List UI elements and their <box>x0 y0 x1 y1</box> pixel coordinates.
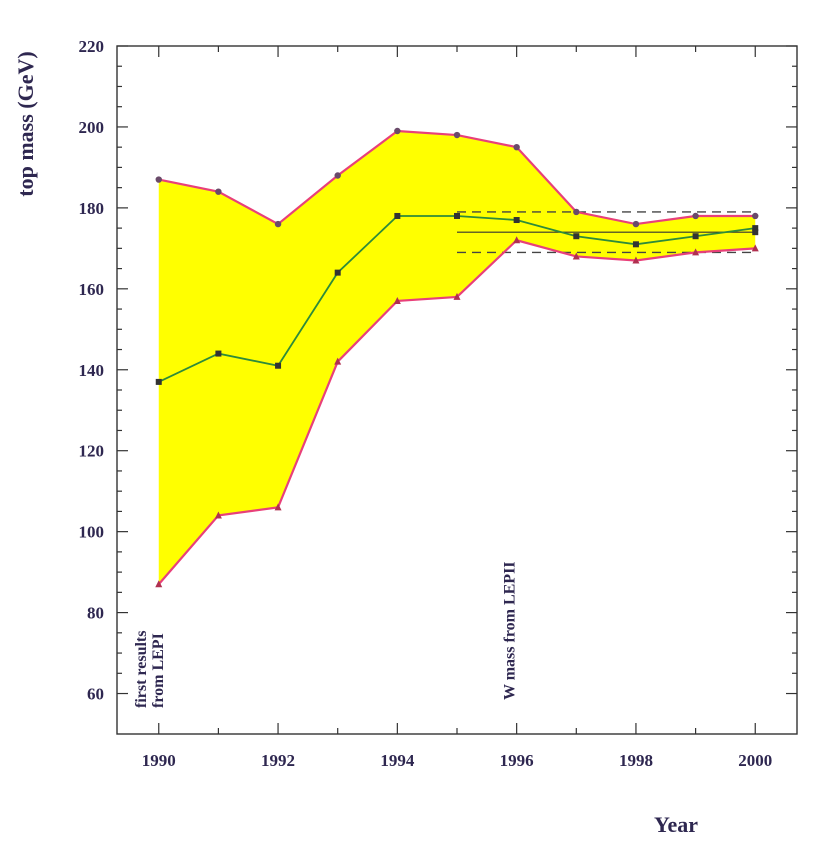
y-tick-label: 160 <box>79 280 105 299</box>
tick-layer <box>117 45 797 734</box>
central-point <box>275 362 282 369</box>
upper-point <box>752 212 759 220</box>
upper-point <box>453 131 461 139</box>
uncertainty-band <box>158 130 756 585</box>
upper-point <box>632 220 640 228</box>
x-tick-label: 1990 <box>142 751 176 770</box>
annotation-first-results: first results from LEPI <box>133 627 167 708</box>
upper-point <box>274 220 282 228</box>
upper-point <box>215 188 222 195</box>
upper-point <box>394 127 401 135</box>
y-axis-title: top mass (GeV) <box>13 51 38 196</box>
central-point <box>454 212 460 219</box>
y-tick-label: 80 <box>87 604 104 623</box>
lower-point <box>274 503 282 511</box>
lower-point <box>334 357 342 365</box>
central-point <box>155 378 162 385</box>
tick-label-layer: 1990 1992 1994 1996 1998 2000 60 80 100 120 140 160… <box>79 37 773 770</box>
annotation-first-results-line-1: first results <box>133 631 150 708</box>
x-tick-label: 2000 <box>738 751 772 770</box>
y-tick-label: 220 <box>79 37 105 56</box>
upper-point <box>513 143 520 151</box>
central-point <box>752 225 759 232</box>
y-tick-label: 120 <box>79 442 105 461</box>
central-point <box>692 233 699 240</box>
central-point <box>334 269 341 276</box>
upper-point <box>334 172 341 179</box>
lower-point <box>692 248 700 256</box>
y-tick-label: 140 <box>79 361 105 380</box>
annotation-w-mass-line-1: W mass from LEPII <box>502 561 519 700</box>
annotation-w-mass: W mass from LEPII <box>502 561 519 700</box>
x-tick-label: 1992 <box>261 751 295 770</box>
y-tick-label: 180 <box>79 199 105 218</box>
lower-point <box>214 511 222 519</box>
central-point <box>632 241 639 248</box>
y-tick-label: 100 <box>79 523 105 542</box>
lower-point <box>155 580 163 588</box>
central-point <box>573 233 580 240</box>
x-tick-label: 1996 <box>500 751 534 770</box>
central-point <box>513 217 520 224</box>
upper-point <box>692 212 699 220</box>
lower-point <box>393 296 401 304</box>
upper-point <box>155 176 162 183</box>
lower-point <box>572 252 580 260</box>
y-tick-label: 200 <box>79 118 105 137</box>
lower-point <box>513 236 521 244</box>
lower-point <box>751 244 759 252</box>
central-point <box>215 350 222 357</box>
marker-layer <box>155 127 759 588</box>
upper-point <box>573 208 580 216</box>
reference-end-point <box>752 229 759 236</box>
x-tick-label: 1998 <box>619 751 653 770</box>
x-tick-label: 1994 <box>380 751 415 770</box>
lower-point <box>453 292 461 300</box>
lower-point <box>632 256 640 264</box>
y-tick-label: 60 <box>87 685 104 704</box>
annotation-first-results-line-2: from LEPI <box>150 633 167 708</box>
uncertainty-band-layer <box>158 130 756 585</box>
central-point <box>394 212 401 219</box>
x-axis-title: Year <box>654 812 698 837</box>
